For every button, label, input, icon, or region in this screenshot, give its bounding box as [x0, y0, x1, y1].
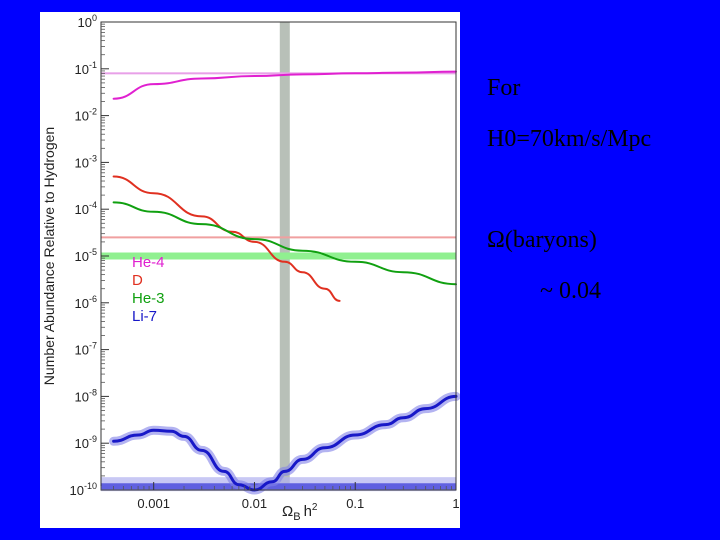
y-tick-label: 10-6	[75, 294, 97, 311]
observed-band-li7-core	[101, 483, 456, 490]
x-tick-label: 0.01	[242, 496, 267, 511]
y-tick-label: 10-5	[75, 247, 97, 264]
observed-band-he3	[101, 252, 456, 260]
y-tick-label: 10-1	[75, 60, 97, 77]
x-tick-label: 0.1	[346, 496, 364, 511]
legend-item-he3: He-3	[132, 290, 165, 307]
observed-band-he4	[101, 72, 456, 75]
y-tick-label: 10-9	[75, 434, 97, 451]
x-axis-label: ΩB h2	[282, 502, 318, 523]
x-tick-label: 1	[452, 496, 459, 511]
y-tick-label: 10-4	[75, 200, 97, 217]
legend-item-d: D	[132, 272, 143, 289]
note-omega-baryons: Ω(baryons)	[487, 227, 597, 253]
note-hubble-constant: H0=70km/s/Mpc	[487, 126, 652, 152]
observed-band-d	[101, 236, 456, 239]
abundance-chart: 100 10-1 10-2 10-3 10-4 10-5 10-6 10-7 10-8 10-9 1…	[41, 13, 460, 523]
series-line-li7	[112, 394, 458, 492]
legend-item-li7: Li-7	[132, 308, 157, 325]
legend-item-he4: He-4	[132, 254, 165, 271]
note-for: For	[487, 75, 521, 101]
series-line-he4	[112, 70, 457, 100]
chart-panel: 100 10-1 10-2 10-3 10-4 10-5 10-6 10-7 10-8 10-9 1…	[40, 12, 460, 528]
y-axis-label: Number Abundance Relative to Hydrogen	[41, 127, 57, 385]
y-tick-label: 10-10	[70, 481, 97, 498]
series-line-d	[112, 175, 341, 302]
y-tick-label: 10-7	[75, 341, 97, 358]
series-line-he3	[112, 201, 457, 286]
y-tick-label: 10-3	[75, 153, 97, 170]
x-tick-label: 0.001	[137, 496, 170, 511]
note-omega-value: ~ 0.04	[540, 278, 601, 304]
y-tick-label: 10-8	[75, 387, 97, 404]
y-tick-label: 10-2	[75, 107, 97, 124]
y-tick-label: 100	[78, 13, 97, 30]
